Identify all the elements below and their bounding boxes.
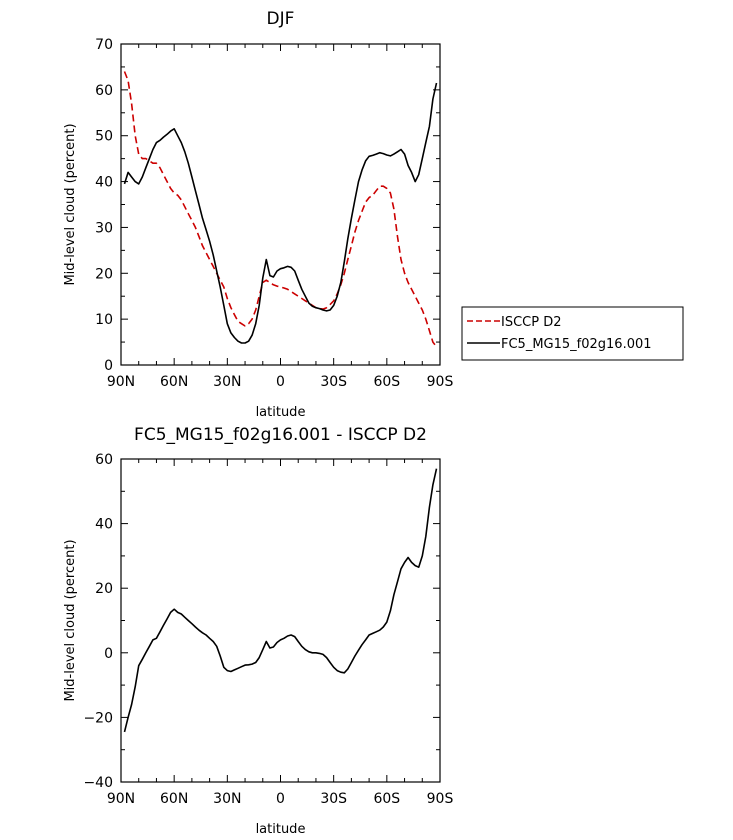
- top-series-line-isccp-d2: [123, 71, 438, 348]
- bottom-y-tick-label: 0: [104, 646, 113, 662]
- bottom-x-axis-label: latitude: [256, 822, 306, 837]
- bottom-x-tick-label: 0: [276, 791, 285, 807]
- bottom-x-tick-label: 60N: [160, 791, 188, 807]
- bottom-x-tick-label: 60S: [373, 791, 400, 807]
- top-y-tick-label: 30: [95, 220, 113, 236]
- bottom-y-tick-label: 40: [95, 517, 113, 533]
- top-y-tick-label: 10: [95, 312, 113, 328]
- top-y-axis-label: Mid-level cloud (percent): [63, 123, 78, 285]
- bottom-chart-title: FC5_MG15_f02g16.001 - ISCCP D2: [134, 425, 427, 445]
- top-x-tick-label: 30S: [320, 374, 347, 390]
- bottom-plot-frame: [120, 458, 441, 783]
- bottom-y-tick-label: −40: [83, 775, 113, 791]
- bottom-y-tick-label: 60: [95, 452, 113, 468]
- top-x-tick-label: 0: [276, 374, 285, 390]
- bottom-x-tick-label: 90S: [427, 791, 454, 807]
- top-y-tick-label: 70: [95, 37, 113, 53]
- bottom-x-tick-label: 90N: [107, 791, 135, 807]
- top-y-tick-label: 0: [104, 358, 113, 374]
- top-x-tick-label: 30N: [213, 374, 241, 390]
- top-chart-title: DJF: [267, 9, 295, 29]
- bottom-plot-area: 90N 60N 30N 0 30S 60S 90S −40 −20 0 20 40 60: [83, 452, 453, 807]
- top-y-tick-label: 20: [95, 266, 113, 282]
- legend-label-model: FC5_MG15_f02g16.001: [501, 337, 652, 352]
- top-y-tick-label: 40: [95, 175, 113, 191]
- legend-label-isccp: ISCCP D2: [501, 315, 562, 330]
- top-x-axis-label: latitude: [256, 405, 306, 420]
- top-panel: DJF 90N 60N 30N 0 30S 60S 90S 0 10 20 30 40 50 60 70 l…: [63, 9, 453, 420]
- top-y-tick-label: 50: [95, 129, 113, 145]
- top-y-tick-label: 60: [95, 83, 113, 99]
- bottom-x-tick-label: 30S: [320, 791, 347, 807]
- bottom-y-axis-label: Mid-level cloud (percent): [63, 539, 78, 701]
- bottom-y-tick-label: −20: [83, 710, 113, 726]
- top-plot-area: 90N 60N 30N 0 30S 60S 90S 0 10 20 30 40 50 60 70: [95, 37, 453, 390]
- bottom-panel: FC5_MG15_f02g16.001 - ISCCP D2 90N 60N 30N…: [63, 425, 453, 837]
- bottom-y-tick-label: 20: [95, 581, 113, 597]
- top-x-tick-label: 60S: [373, 374, 400, 390]
- top-x-tick-label: 60N: [160, 374, 188, 390]
- bottom-series-line-series-0: [123, 468, 438, 733]
- top-x-tick-label: 90S: [427, 374, 454, 390]
- top-x-tick-label: 90N: [107, 374, 135, 390]
- legend: ISCCP D2 FC5_MG15_f02g16.001: [461, 306, 684, 361]
- bottom-x-tick-label: 30N: [213, 791, 241, 807]
- top-series-line-fc5-mg15-f02g16-001: [123, 82, 438, 344]
- legend-box: [461, 306, 684, 361]
